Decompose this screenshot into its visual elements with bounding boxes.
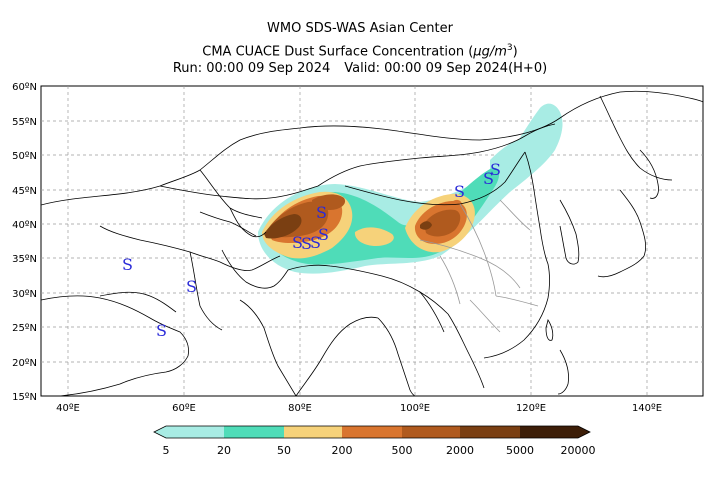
lat-label: 60ºN — [12, 82, 37, 93]
valid-time: Valid: 00:00 09 Sep 2024(H+0) — [344, 61, 548, 76]
dust-storm-icon: S — [122, 255, 133, 274]
colorbar-labels: 5 20 50 200 500 2000 5000 20000 — [163, 444, 596, 457]
colorbar-level-label: 200 — [332, 444, 353, 457]
dust-storm-icon: S — [483, 169, 494, 188]
run-valid-time: Run: 00:00 09 Sep 2024 Valid: 00:00 09 Se… — [0, 60, 720, 78]
colorbar-level-label: 5000 — [506, 444, 534, 457]
dust-storm-icon: S — [310, 233, 321, 252]
colorbar-level-label: 2000 — [446, 444, 474, 457]
colorbar-level-label: 50 — [277, 444, 291, 457]
colorbar — [153, 425, 591, 439]
country-borders — [41, 90, 703, 396]
map-title: WMO SDS-WAS Asian Center — [267, 21, 453, 36]
lon-label: 80ºE — [288, 403, 312, 414]
colorbar-level-label: 500 — [392, 444, 413, 457]
colorbar-segment — [520, 426, 578, 438]
lat-label: 15ºN — [12, 392, 37, 403]
dust-storm-symbols: S S S S S S S S S S S — [122, 160, 501, 340]
lat-label: 30ºN — [12, 289, 37, 300]
lon-label: 100ºE — [400, 403, 430, 414]
colorbar-max-arrow — [578, 426, 590, 438]
map-frame — [40, 85, 704, 397]
dust-storm-icon: S — [454, 182, 465, 201]
dust-storm-icon: S — [301, 234, 312, 253]
dust-storm-icon: S — [490, 160, 501, 179]
dust-storm-icon: S — [156, 321, 167, 340]
lon-label: 40ºE — [56, 403, 80, 414]
dust-concentration-field — [258, 103, 563, 274]
lat-label: 40ºN — [12, 220, 37, 231]
dust-storm-icon: S — [318, 225, 329, 244]
lon-label: 120ºE — [516, 403, 546, 414]
map-subtitle: CMA CUACE Dust Surface Concentration (μg… — [202, 43, 518, 60]
colorbar-segment — [166, 426, 224, 438]
colorbar-segment — [460, 426, 520, 438]
colorbar-segment — [342, 426, 402, 438]
lat-label: 45ºN — [12, 186, 37, 197]
colorbar-level-label: 5 — [163, 444, 170, 457]
longitude-labels: 40ºE 60ºE 80ºE 100ºE 120ºE 140ºE — [56, 403, 662, 414]
latitude-labels: 60ºN 55ºN 50ºN 45ºN 40ºN 35ºN 30ºN 25ºN … — [12, 82, 37, 403]
lat-label: 35ºN — [12, 254, 37, 265]
lon-label: 60ºE — [172, 403, 196, 414]
colorbar-segment — [224, 426, 284, 438]
lon-label: 140ºE — [632, 403, 662, 414]
colorbar-level-label: 20000 — [561, 444, 596, 457]
lat-label: 55ºN — [12, 117, 37, 128]
dust-storm-icon: S — [292, 233, 303, 252]
colorbar-segment — [402, 426, 460, 438]
lat-label: 50ºN — [12, 151, 37, 162]
run-time: Run: 00:00 09 Sep 2024 — [172, 61, 331, 76]
lat-label: 25ºN — [12, 323, 37, 334]
dust-storm-icon: S — [186, 277, 197, 296]
colorbar-outline — [153, 425, 591, 439]
colorbar-min-arrow — [154, 426, 166, 438]
dust-storm-icon: S — [316, 203, 327, 222]
lat-label: 20ºN — [12, 358, 37, 369]
colorbar-level-label: 20 — [217, 444, 231, 457]
colorbar-segment — [284, 426, 342, 438]
